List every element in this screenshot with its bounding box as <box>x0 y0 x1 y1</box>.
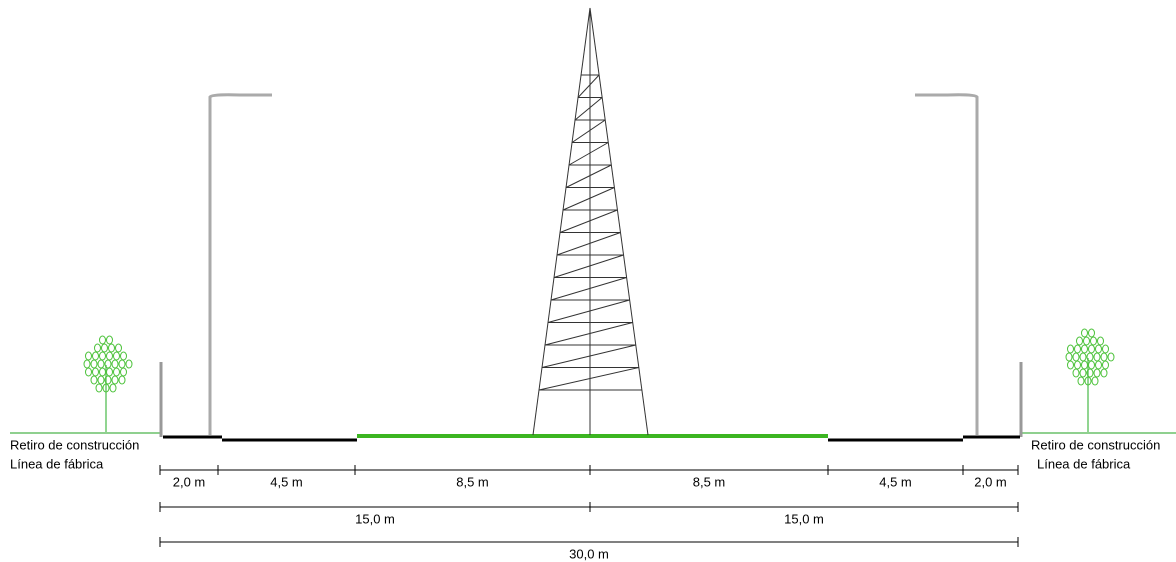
leaf <box>85 367 92 377</box>
dimension-label: 15,0 m <box>784 511 824 526</box>
dimension-label: 15,0 m <box>355 511 395 526</box>
dimension-label: 2,0 m <box>173 474 206 489</box>
leaf <box>1065 352 1073 362</box>
leaf <box>106 351 113 361</box>
leaf <box>113 351 120 361</box>
tower <box>532 7 649 436</box>
leaf <box>118 375 126 385</box>
leaf <box>1100 368 1108 378</box>
leaf <box>1102 360 1109 370</box>
leaf <box>1088 360 1095 370</box>
leaf <box>1079 368 1087 378</box>
leaf <box>1088 328 1095 338</box>
leaf <box>120 351 127 361</box>
leaf <box>97 359 105 369</box>
tower-brace <box>550 277 627 301</box>
leaf <box>104 375 112 385</box>
tower-brace <box>577 74 600 98</box>
leaf <box>1081 360 1088 370</box>
trees <box>83 328 1115 432</box>
leaf <box>109 383 117 393</box>
leaf <box>106 335 113 345</box>
leaf <box>113 367 120 377</box>
leaf <box>106 367 113 377</box>
leaf <box>115 343 122 353</box>
tower-brace <box>544 322 633 346</box>
leaf <box>1102 344 1109 354</box>
leaf <box>118 359 126 369</box>
leaf <box>1077 376 1085 386</box>
leaf <box>94 343 101 353</box>
leaf <box>95 383 103 393</box>
tower-brace <box>541 344 636 368</box>
leaf <box>120 367 127 377</box>
tower-brace <box>565 164 612 188</box>
leaf <box>1083 336 1090 346</box>
leaf <box>1097 336 1104 346</box>
tower-brace <box>559 209 618 233</box>
label: Línea de fábrica <box>1037 456 1131 471</box>
leaf <box>1067 360 1074 370</box>
dimension-label: 30,0 m <box>569 546 609 561</box>
tower-brace <box>556 232 621 256</box>
leaf <box>1074 360 1081 370</box>
leaf <box>99 335 106 345</box>
leaf <box>97 375 105 385</box>
leaf <box>85 351 92 361</box>
leaf <box>90 375 98 385</box>
leaf <box>1093 368 1101 378</box>
leaf <box>108 343 115 353</box>
leaf <box>1091 376 1099 386</box>
tower-brace <box>538 367 639 391</box>
lamp-post <box>208 93 272 435</box>
leaf <box>1095 360 1102 370</box>
leaf <box>1072 368 1080 378</box>
leaf <box>92 367 99 377</box>
leaf <box>111 375 119 385</box>
leaf <box>125 359 133 369</box>
tower-brace <box>562 187 615 211</box>
dimension-label: 8,5 m <box>693 474 726 489</box>
leaf <box>1086 368 1094 378</box>
leaf <box>1100 352 1108 362</box>
dimensions: 2,0 m 4,5 m 8,5 m 8,5 m 4,5 m 2,0 m 15,0 m 15,0… <box>159 465 1019 561</box>
leaf <box>1076 336 1083 346</box>
label: Retiro de construcción <box>10 437 139 452</box>
dimension-label: 2,0 m <box>974 474 1007 489</box>
leaf <box>101 343 108 353</box>
leaf <box>1072 352 1080 362</box>
tower-brace <box>571 119 606 143</box>
tower-brace <box>547 299 630 323</box>
leaf <box>1090 336 1097 346</box>
leaf <box>1095 344 1102 354</box>
leaf <box>1074 344 1081 354</box>
leaf <box>99 351 106 361</box>
leaf <box>92 351 99 361</box>
leaf <box>99 367 106 377</box>
leaf <box>83 359 91 369</box>
tower-brace <box>553 254 624 278</box>
leaf <box>1079 352 1087 362</box>
leaf <box>1086 352 1094 362</box>
leaf <box>1093 352 1101 362</box>
leaf <box>104 359 112 369</box>
label: Línea de fábrica <box>10 456 104 471</box>
leaf <box>90 359 98 369</box>
leaf <box>1088 344 1095 354</box>
dimension-label: 4,5 m <box>270 474 303 489</box>
leaf <box>1107 352 1115 362</box>
tower-brace <box>574 97 603 121</box>
leaf <box>102 383 110 393</box>
leaf <box>1081 344 1088 354</box>
leaf <box>1067 344 1074 354</box>
lamp-post <box>915 93 979 435</box>
tower-brace <box>568 142 609 166</box>
label: Retiro de construcción <box>1031 437 1160 452</box>
dimension-label: 4,5 m <box>879 474 912 489</box>
leaf <box>1081 328 1088 338</box>
leaf <box>111 359 119 369</box>
leaf <box>1084 376 1092 386</box>
dimension-label: 8,5 m <box>456 474 489 489</box>
